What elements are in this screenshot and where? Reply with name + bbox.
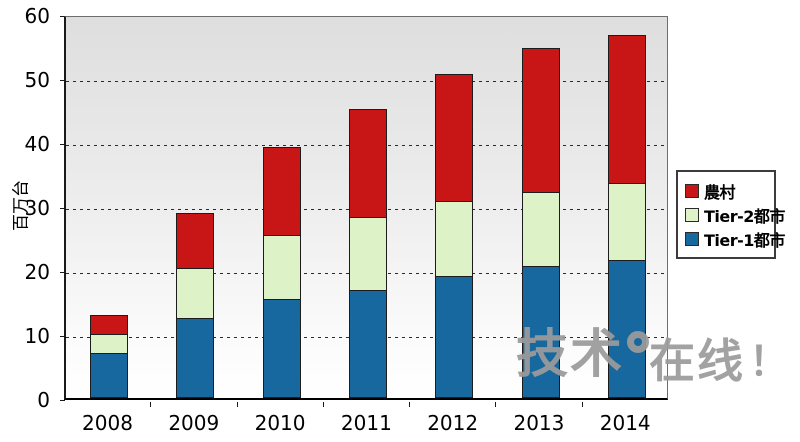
- x-tick-mark-5: [495, 402, 497, 407]
- bar-2009: [176, 212, 215, 398]
- y-tick-label-30: 30: [24, 196, 50, 220]
- bar-segment-2014-Tier-2都市: [607, 182, 646, 261]
- x-label-2008: 2008: [82, 411, 133, 435]
- y-tick-label-20: 20: [24, 260, 50, 284]
- bar-segment-2014-Tier-1都市: [607, 259, 646, 398]
- y-tick-mark-40: [60, 144, 65, 145]
- legend-item-Tier-1都市: Tier-1都市: [685, 227, 785, 251]
- legend-item-農村: 農村: [685, 179, 769, 203]
- plot-area: [64, 16, 668, 400]
- bar-segment-2010-Tier-1都市: [262, 299, 301, 398]
- bar-2012: [435, 74, 474, 398]
- bar-2010: [262, 147, 301, 398]
- x-label-2014: 2014: [599, 411, 651, 435]
- legend-swatch-icon: [685, 184, 699, 198]
- watermark-exclamation: ！: [749, 339, 790, 385]
- bar-segment-2011-Tier-1都市: [349, 290, 387, 398]
- y-tick-mark-60: [60, 16, 65, 17]
- y-tick-mark-30: [60, 208, 65, 209]
- bar-segment-2009-Tier-1都市: [176, 318, 215, 398]
- x-tick-mark-2: [236, 402, 238, 407]
- x-tick-mark-1: [150, 402, 152, 407]
- bar-segment-2013-Tier-1都市: [521, 266, 560, 398]
- bar-segment-2012-Tier-2都市: [435, 200, 474, 278]
- x-label-2012: 2012: [427, 411, 479, 435]
- legend-label: 農村: [704, 183, 736, 202]
- bar-segment-2012-農村: [435, 74, 474, 202]
- bar-segment-2009-Tier-2都市: [176, 267, 215, 319]
- legend: 農村 Tier-2都市 Tier-1都市: [676, 170, 785, 259]
- bar-segment-2014-農村: [607, 35, 646, 184]
- bar-2014: [607, 35, 646, 398]
- bar-2008: [90, 314, 129, 398]
- bar-segment-2008-農村: [90, 314, 129, 336]
- y-tick-label-60: 60: [24, 4, 50, 28]
- x-tick-mark-4: [409, 402, 411, 407]
- legend-label: Tier-2都市: [704, 207, 785, 226]
- y-tick-label-50: 50: [24, 68, 50, 92]
- y-tick-mark-0: [60, 400, 65, 401]
- bar-segment-2011-Tier-2都市: [349, 216, 387, 292]
- y-tick-mark-20: [60, 272, 65, 273]
- legend-swatch-icon: [685, 232, 699, 246]
- bar-segment-2013-農村: [521, 48, 560, 193]
- bar-segment-2012-Tier-1都市: [435, 276, 474, 398]
- y-tick-mark-10: [60, 336, 65, 337]
- y-tick-mark-50: [60, 80, 65, 81]
- gridline-50: [66, 80, 667, 82]
- legend-item-Tier-2都市: Tier-2都市: [685, 203, 785, 227]
- x-label-2009: 2009: [168, 411, 220, 435]
- x-tick-mark-3: [322, 402, 324, 407]
- legend-swatch-icon: [685, 208, 699, 222]
- bar-segment-2013-Tier-2都市: [521, 191, 560, 268]
- bar-2013: [521, 48, 560, 398]
- legend-label: Tier-1都市: [704, 231, 785, 250]
- bar-segment-2008-Tier-1都市: [90, 353, 129, 398]
- y-tick-label-10: 10: [24, 324, 50, 348]
- x-label-2013: 2013: [513, 411, 565, 435]
- y-tick-label-40: 40: [24, 132, 50, 156]
- bar-2011: [349, 108, 387, 398]
- bar-segment-2008-Tier-2都市: [90, 334, 129, 355]
- x-label-2010: 2010: [254, 411, 306, 435]
- x-tick-mark-6: [581, 402, 583, 407]
- bar-segment-2009-農村: [176, 212, 215, 269]
- bar-segment-2010-農村: [262, 147, 301, 237]
- bar-segment-2010-Tier-2都市: [262, 235, 301, 301]
- y-tick-label-0: 0: [37, 388, 50, 412]
- bar-segment-2011-農村: [349, 108, 387, 218]
- x-label-2011: 2011: [340, 411, 392, 435]
